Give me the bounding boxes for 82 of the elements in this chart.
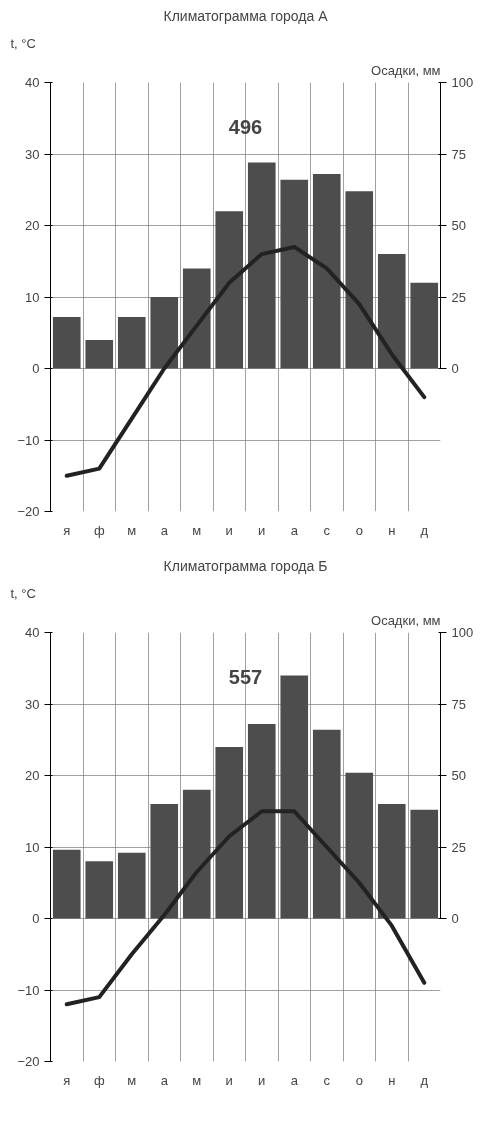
bar: [345, 191, 374, 369]
y2-tick-label: 75: [451, 146, 466, 162]
y-tick-label: −20: [17, 1054, 40, 1069]
x-tick-label: а: [290, 1072, 299, 1088]
bar: [410, 282, 439, 369]
line-series: [64, 244, 427, 478]
y-tick-label: −20: [17, 504, 40, 519]
x-tick-label: м: [127, 1072, 137, 1088]
bar: [85, 339, 114, 369]
bar: [312, 729, 341, 919]
bar: [410, 809, 439, 919]
y-tick-label: 10: [25, 289, 40, 305]
x-tick-label: и: [225, 522, 233, 538]
x-tick-label: н: [388, 522, 396, 538]
y-axis-title: t, °C: [10, 585, 36, 601]
annotation: 557: [228, 665, 263, 688]
x-tick-label: о: [355, 522, 363, 538]
bar: [215, 746, 244, 919]
bar: [52, 317, 81, 369]
x-tick-label: м: [192, 1072, 202, 1088]
y-tick-label: 10: [25, 839, 40, 855]
x-tick-label: н: [388, 1072, 396, 1088]
y2-tick-label: 25: [451, 839, 466, 855]
bar: [247, 162, 276, 369]
y2-tick-label: 75: [451, 696, 466, 712]
bar: [52, 849, 81, 919]
y2-tick-label: 100: [451, 75, 474, 90]
x-tick-label: с: [323, 1072, 331, 1088]
y-tick-label: 30: [25, 146, 40, 162]
y-tick-label: −10: [17, 982, 40, 998]
x-tick-label: ф: [93, 1072, 105, 1088]
y-tick-label: 40: [25, 625, 40, 640]
y2-tick-label: 50: [451, 768, 466, 783]
x-tick-label: о: [355, 1072, 363, 1088]
y-tick-label: 0: [32, 361, 40, 376]
bar: [280, 675, 309, 919]
bar: [215, 211, 244, 369]
x-tick-label: с: [323, 522, 331, 538]
y2-tick-label: 100: [451, 625, 474, 640]
bar: [117, 317, 146, 369]
y2-axis-title: Осадки, мм: [371, 612, 441, 628]
chart-title: Климатограмма города А: [163, 7, 329, 24]
y-tick-label: 0: [32, 911, 40, 926]
x-tick-label: а: [160, 1072, 169, 1088]
x-tick-label: я: [63, 522, 71, 538]
bar: [280, 179, 309, 369]
x-tick-label: м: [192, 522, 202, 538]
x-tick-label: а: [160, 522, 169, 538]
bar: [377, 254, 406, 369]
x-tick-label: и: [258, 522, 266, 538]
bar: [117, 852, 146, 919]
bar: [312, 174, 341, 369]
annotation: 496: [228, 115, 263, 138]
y-tick-label: 40: [25, 75, 40, 90]
bar: [85, 861, 114, 919]
x-tick-label: д: [420, 1072, 429, 1088]
y2-tick-label: 25: [451, 289, 466, 305]
bar: [182, 789, 211, 919]
chart-title: Климатограмма города Б: [163, 557, 328, 574]
y2-axis-title: Осадки, мм: [371, 62, 441, 78]
x-tick-label: д: [420, 522, 429, 538]
x-tick-label: и: [258, 1072, 266, 1088]
x-tick-label: м: [127, 522, 137, 538]
x-tick-label: а: [290, 522, 299, 538]
bar: [247, 724, 276, 919]
line-series: [64, 809, 427, 1007]
bar: [150, 804, 179, 919]
bar: [182, 268, 211, 369]
y2-tick-label: 50: [451, 218, 466, 233]
y2-tick-label: 0: [451, 361, 459, 376]
bar: [377, 804, 406, 919]
bar: [345, 772, 374, 919]
y-tick-label: 20: [25, 768, 40, 783]
y-axis-title: t, °C: [10, 35, 36, 51]
x-tick-label: и: [225, 1072, 233, 1088]
y-tick-label: 30: [25, 696, 40, 712]
bar: [150, 297, 179, 369]
x-tick-label: ф: [93, 522, 105, 538]
y-tick-label: 20: [25, 218, 40, 233]
y-tick-label: −10: [17, 432, 40, 448]
y2-tick-label: 0: [451, 911, 459, 926]
x-tick-label: я: [63, 1072, 71, 1088]
